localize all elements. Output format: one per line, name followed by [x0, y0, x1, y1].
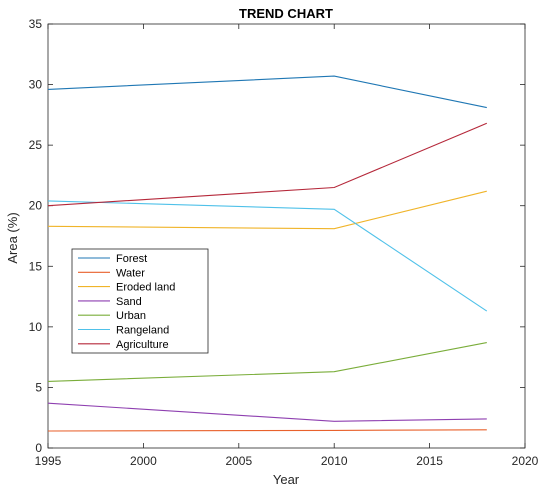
- legend-entries: Forest Water Eroded land Sand Urban Rangeland…: [78, 253, 175, 351]
- series-line-sand: [47, 402, 487, 422]
- legend-label-water: Water: [116, 267, 145, 279]
- y-tick-label: 35: [29, 17, 43, 31]
- x-tick-label: 2000: [130, 454, 157, 468]
- series-line-water: [47, 429, 487, 432]
- x-tick-label: 1995: [35, 454, 62, 468]
- series-lines: [47, 75, 488, 432]
- x-tick-label: 2015: [416, 454, 443, 468]
- legend: Forest Water Eroded land Sand Urban Rangeland…: [71, 248, 209, 354]
- chart-title: TREND CHART: [239, 6, 333, 21]
- legend-label-rangeland: Rangeland: [116, 325, 169, 337]
- legend-label-sand: Sand: [116, 296, 142, 308]
- y-tick-label: 30: [29, 78, 43, 92]
- series-line-rangeland: [47, 200, 488, 312]
- y-tick-label: 20: [29, 199, 43, 213]
- y-tick-label: 0: [35, 441, 42, 455]
- legend-label-agriculture: Agriculture: [116, 339, 169, 351]
- y-axis-label: Area (%): [5, 212, 20, 263]
- series-line-agriculture: [47, 122, 488, 207]
- x-tick-label: 2005: [225, 454, 252, 468]
- x-tick-label: 2010: [321, 454, 348, 468]
- plot-frame: [47, 23, 526, 449]
- y-tick-label: 15: [29, 259, 43, 273]
- x-axis-label: Year: [273, 472, 300, 487]
- series-line-eroded-land: [47, 190, 487, 230]
- series-line-forest: [47, 75, 487, 109]
- legend-label-urban: Urban: [116, 310, 146, 322]
- series-line-urban: [47, 342, 487, 382]
- legend-label-forest: Forest: [116, 253, 147, 265]
- x-tick-label: 2020: [512, 454, 539, 468]
- y-tick-label: 5: [35, 380, 42, 394]
- axis-ticks: 1995 2000 2005 2010 2015 2020 0 5 10 15 20 25 30 35: [29, 17, 539, 468]
- y-tick-label: 10: [29, 320, 43, 334]
- y-tick-label: 25: [29, 138, 43, 152]
- legend-label-eroded-land: Eroded land: [116, 282, 175, 294]
